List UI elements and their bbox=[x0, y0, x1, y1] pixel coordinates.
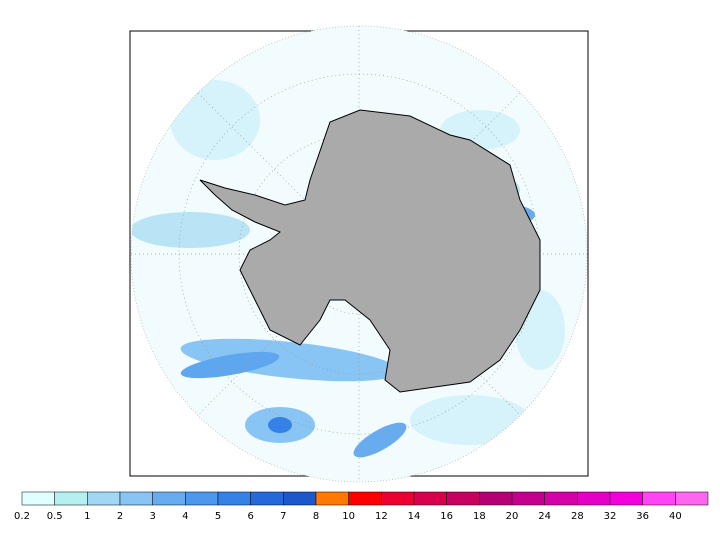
colorbar-box bbox=[511, 491, 545, 506]
map-boundary bbox=[130, 25, 588, 483]
colorbar-label: 40 bbox=[669, 511, 682, 522]
colorbar-box bbox=[413, 491, 447, 506]
colorbar-box bbox=[152, 491, 186, 506]
colorbar-label: 2 bbox=[117, 511, 123, 522]
colorbar-box bbox=[54, 491, 88, 506]
colorbar-label: 6 bbox=[247, 511, 253, 522]
colorbar-box bbox=[479, 491, 513, 506]
colorbar: 0.2 0.5 1 2 3 4 5 6 7 8 10 12 14 16 18 20 24 28 32 36 40 bbox=[14, 491, 709, 522]
colorbar-box bbox=[250, 491, 284, 506]
colorbar-box bbox=[609, 491, 643, 506]
colorbar-box bbox=[675, 491, 709, 506]
colorbar-box bbox=[21, 491, 55, 506]
colorbar-label: 8 bbox=[313, 511, 319, 522]
antarctica-landmass bbox=[199, 109, 541, 393]
colorbar-label: 32 bbox=[604, 511, 617, 522]
colorbar-label: 5 bbox=[215, 511, 221, 522]
colorbar-label: 14 bbox=[408, 511, 421, 522]
colorbar-box bbox=[381, 491, 415, 506]
colorbar-box bbox=[642, 491, 676, 506]
colorbar-box bbox=[185, 491, 219, 506]
colorbar-label: 7 bbox=[280, 511, 286, 522]
colorbar-label: 12 bbox=[375, 511, 388, 522]
colorbar-label: 20 bbox=[506, 511, 519, 522]
colorbar-box bbox=[283, 491, 317, 506]
colorbar-box bbox=[446, 491, 480, 506]
colorbar-box bbox=[315, 491, 349, 506]
colorbar-label: 36 bbox=[636, 511, 649, 522]
colorbar-label: 24 bbox=[538, 511, 551, 522]
colorbar-box bbox=[217, 491, 251, 506]
colorbar-label: 0.2 bbox=[14, 511, 30, 522]
colorbar-label: 1 bbox=[84, 511, 90, 522]
colorbar-box bbox=[87, 491, 121, 506]
colorbar-box bbox=[577, 491, 611, 506]
colorbar-box bbox=[544, 491, 578, 506]
colorbar-box bbox=[348, 491, 382, 506]
colorbar-label: 28 bbox=[571, 511, 584, 522]
colorbar-label: 3 bbox=[149, 511, 155, 522]
colorbar-box bbox=[119, 491, 153, 506]
colorbar-label: 0.5 bbox=[47, 511, 63, 522]
colorbar-label: 10 bbox=[342, 511, 355, 522]
colorbar-label: 18 bbox=[473, 511, 486, 522]
colorbar-label: 16 bbox=[440, 511, 453, 522]
colorbar-label: 4 bbox=[182, 511, 188, 522]
